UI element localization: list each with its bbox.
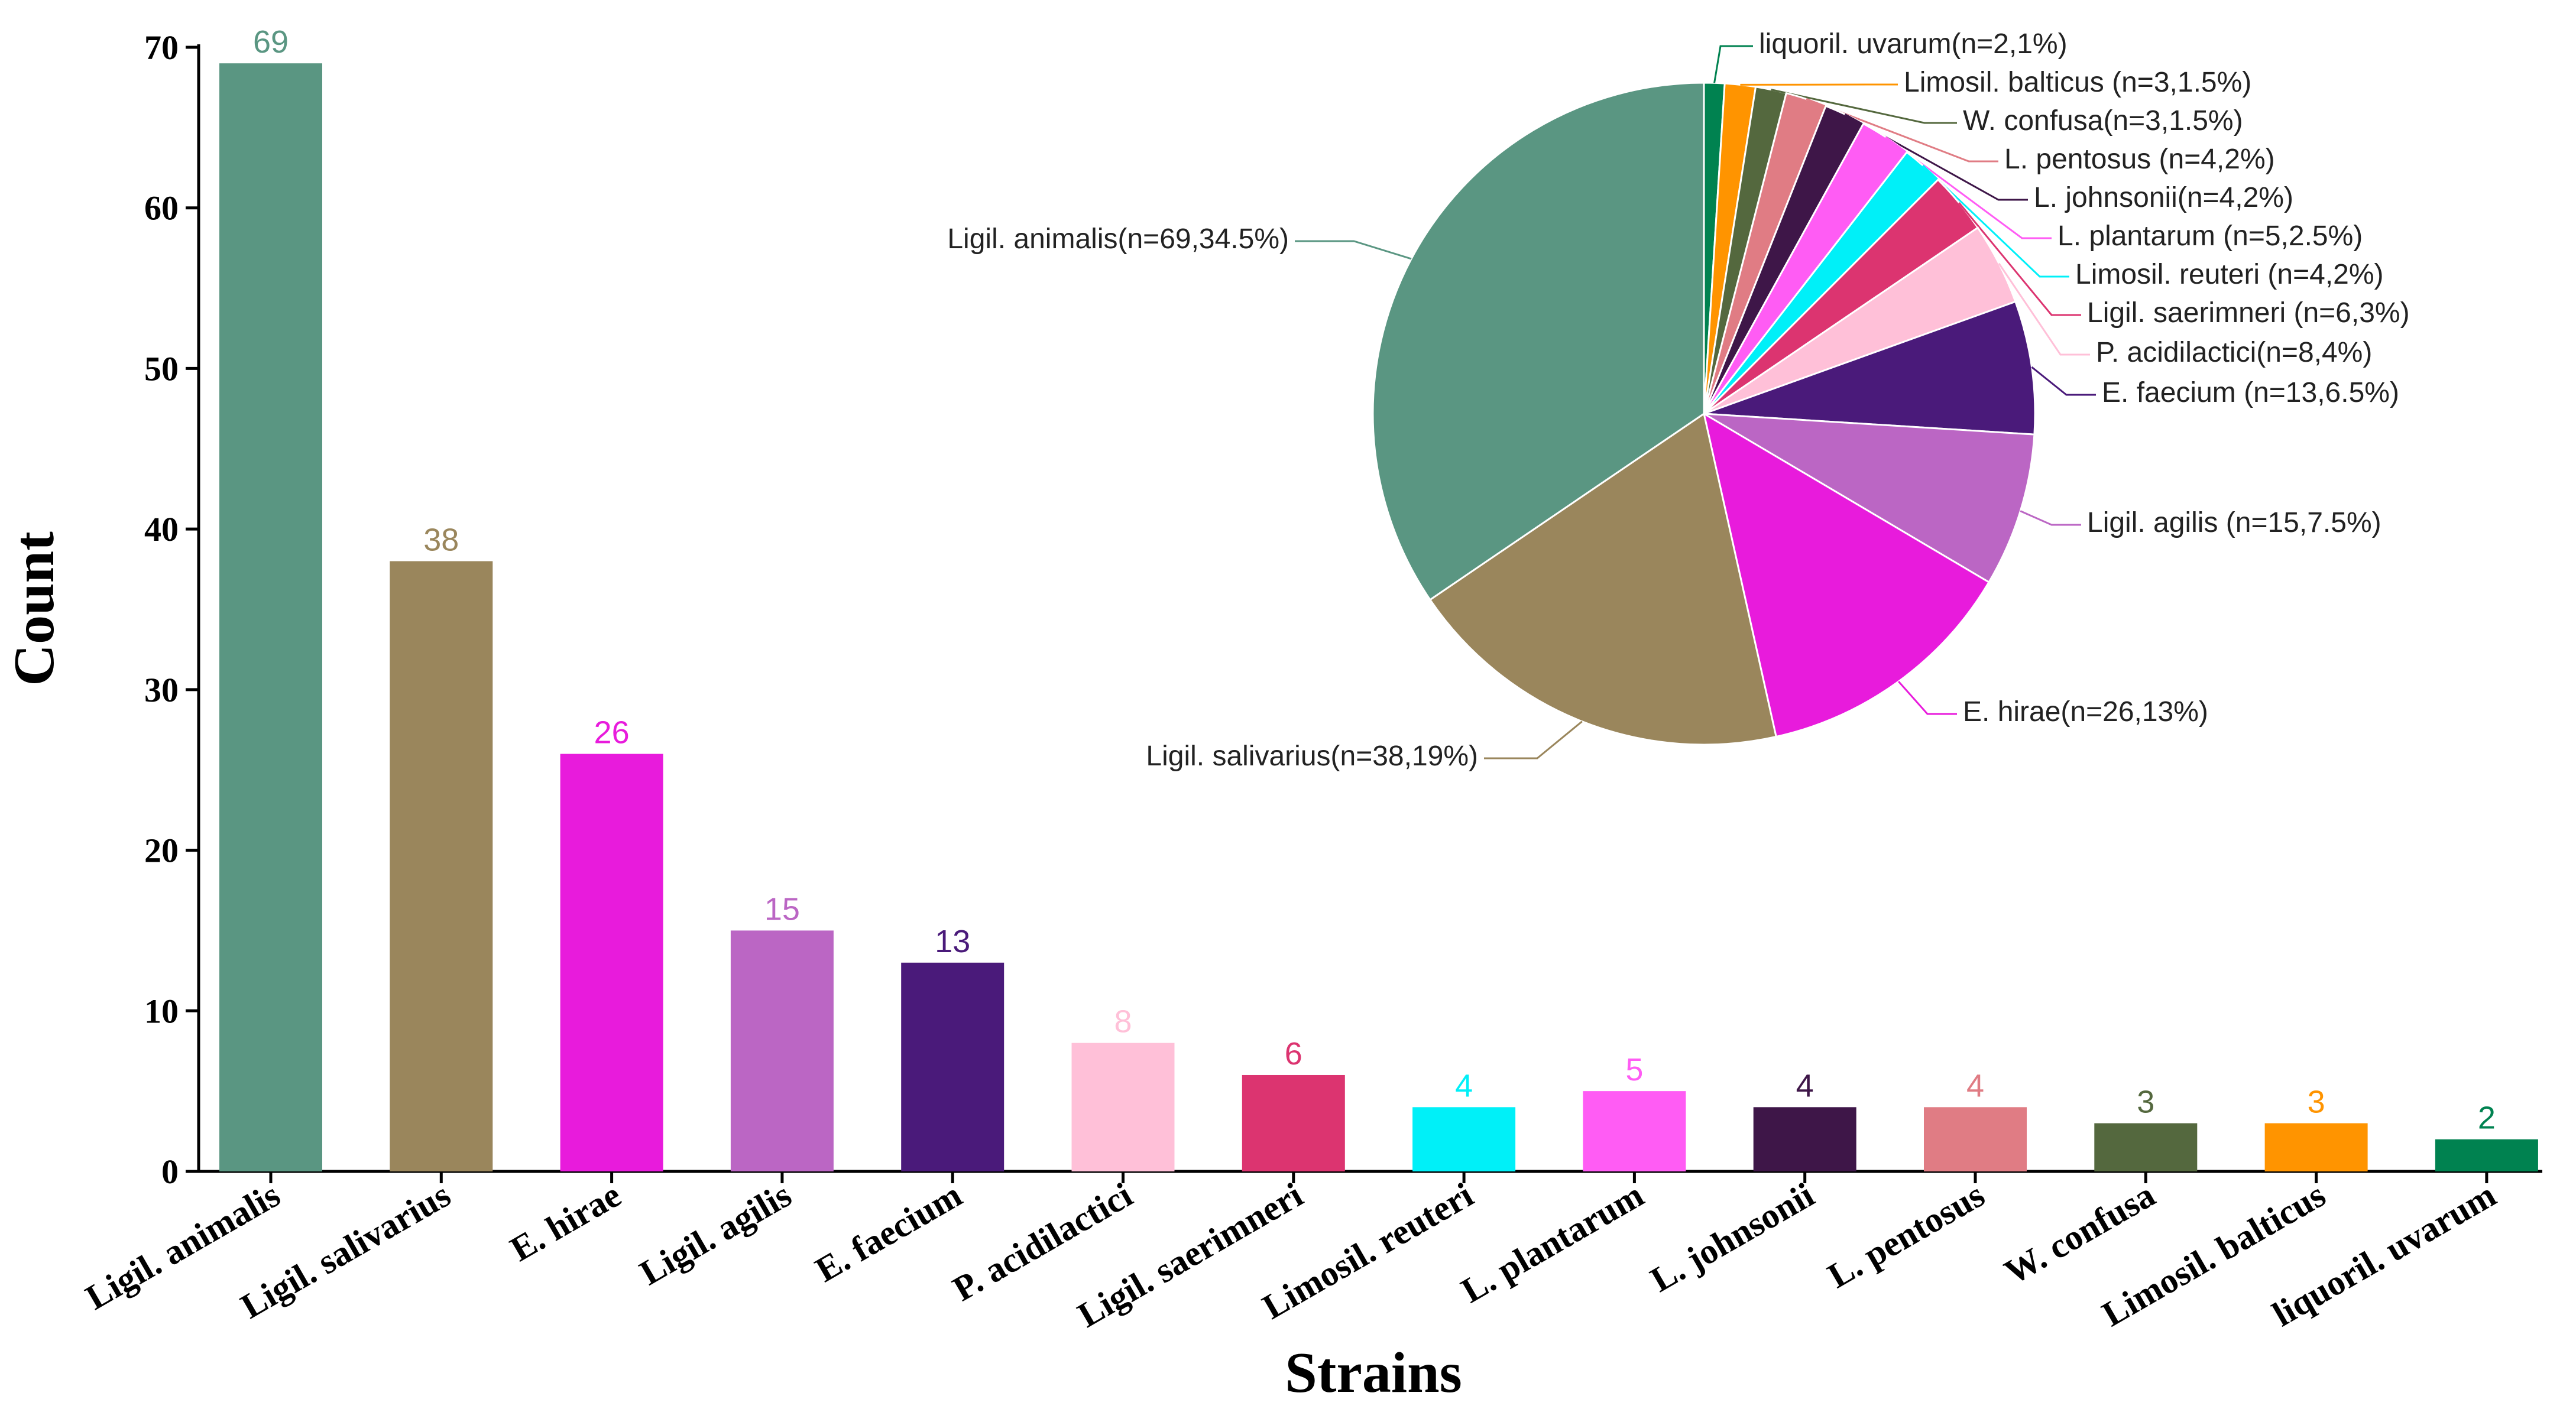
x-tick-label: L. plantarum xyxy=(1455,1175,1650,1310)
pie-chart: liquoril. uvarum(n=2,1%) Limosil. balticu… xyxy=(947,28,2409,772)
bar xyxy=(1412,1107,1516,1171)
bar-value-label: 5 xyxy=(1625,1052,1643,1087)
pie-slice-label: Ligil. animalis(n=69,34.5%) xyxy=(947,223,1289,255)
pie-slice-label: E. faecium (n=13,6.5%) xyxy=(2102,377,2399,408)
bar xyxy=(730,930,834,1171)
bar xyxy=(1071,1043,1175,1171)
bar-value-label: 4 xyxy=(1796,1068,1814,1103)
pie-leader-line xyxy=(1844,113,2028,201)
bar xyxy=(901,962,1005,1171)
y-tick-label: 50 xyxy=(144,349,179,388)
bar-value-label: 8 xyxy=(1114,1004,1132,1040)
pie-slice-label: liquoril. uvarum(n=2,1%) xyxy=(1759,28,2068,60)
pie-leader-line xyxy=(1922,164,2069,278)
pie-leader-line xyxy=(2031,366,2096,396)
y-tick-label: 30 xyxy=(144,671,179,709)
y-axis-title: Count xyxy=(2,531,66,686)
x-tick-label: E. hirae xyxy=(504,1175,627,1269)
bar-value-label: 6 xyxy=(1285,1036,1302,1072)
pie-leader-line xyxy=(1806,98,1998,163)
bar xyxy=(1242,1074,1345,1171)
pie-slice-label: Ligil. agilis (n=15,7.5%) xyxy=(2087,507,2381,538)
pie-leader-line xyxy=(1898,681,1957,715)
pie-leader-line xyxy=(1885,136,2052,239)
pie-leader-line xyxy=(1771,89,1957,124)
x-tick-label: E. faecium xyxy=(809,1175,968,1290)
y-tick-label: 60 xyxy=(144,189,179,228)
bar-value-label: 69 xyxy=(253,24,289,60)
y-tick-label: 0 xyxy=(161,1152,179,1191)
pie-slice-label: Ligil. salivarius(n=38,19%) xyxy=(1146,741,1478,772)
y-tick-label: 10 xyxy=(144,992,179,1030)
bar-value-label: 15 xyxy=(764,891,800,927)
x-tick-label: L. pentosus xyxy=(1821,1175,1991,1296)
y-tick-label: 20 xyxy=(144,832,179,870)
bar xyxy=(390,561,493,1171)
bar-value-label: 4 xyxy=(1455,1068,1473,1103)
bar-value-label: 13 xyxy=(935,924,970,959)
pie-slice-label: W. confusa(n=3,1.5%) xyxy=(1963,105,2243,137)
bar-value-label: 26 xyxy=(594,715,630,751)
pie-leader-line xyxy=(1484,720,1583,759)
bar xyxy=(2094,1123,2198,1171)
pie-slice-label: L. johnsonii(n=4,2%) xyxy=(2034,182,2293,213)
bar xyxy=(2435,1139,2538,1171)
bar xyxy=(560,754,663,1171)
pie-slice-label: Limosil. balticus (n=3,1.5%) xyxy=(1904,67,2251,98)
bar-value-label: 3 xyxy=(2137,1084,2154,1119)
x-tick-label: Ligil. agilis xyxy=(633,1175,798,1293)
y-tick-label: 70 xyxy=(144,28,179,67)
pie-slice-label: P. acidilactici(n=8,4%) xyxy=(2096,337,2372,368)
pie-leader-line xyxy=(1713,45,1753,83)
pie-slice-label: L. pentosus (n=4,2%) xyxy=(2004,144,2275,175)
bar xyxy=(1753,1107,1856,1171)
bar-value-label: 38 xyxy=(423,522,459,557)
pie-leader-line xyxy=(1295,240,1412,260)
bar xyxy=(1924,1107,2027,1171)
pie-leader-line xyxy=(2020,510,2081,526)
x-axis-title: Strains xyxy=(1285,1341,1462,1405)
pie-slice-label: Ligil. saerimneri (n=6,3%) xyxy=(2087,297,2410,329)
pie-slice-label: E. hirae(n=26,13%) xyxy=(1963,696,2208,728)
pie-leader-line xyxy=(1998,262,2090,356)
bar xyxy=(1583,1091,1686,1171)
bar-value-label: 3 xyxy=(2308,1084,2325,1119)
x-tick-label: L. johnsonii xyxy=(1644,1175,1821,1300)
bar-value-label: 4 xyxy=(1966,1068,1984,1103)
pie-leader-line xyxy=(1958,202,2081,316)
x-tick-label: W. confusa xyxy=(1998,1175,2162,1292)
bar xyxy=(219,63,322,1172)
pie-slice-label: L. plantarum (n=5,2.5%) xyxy=(2057,220,2363,252)
pie-slice-label: Limosil. reuteri (n=4,2%) xyxy=(2075,259,2384,290)
y-tick-label: 40 xyxy=(144,510,179,548)
bar-value-label: 2 xyxy=(2478,1100,2496,1136)
bar xyxy=(2264,1123,2368,1171)
